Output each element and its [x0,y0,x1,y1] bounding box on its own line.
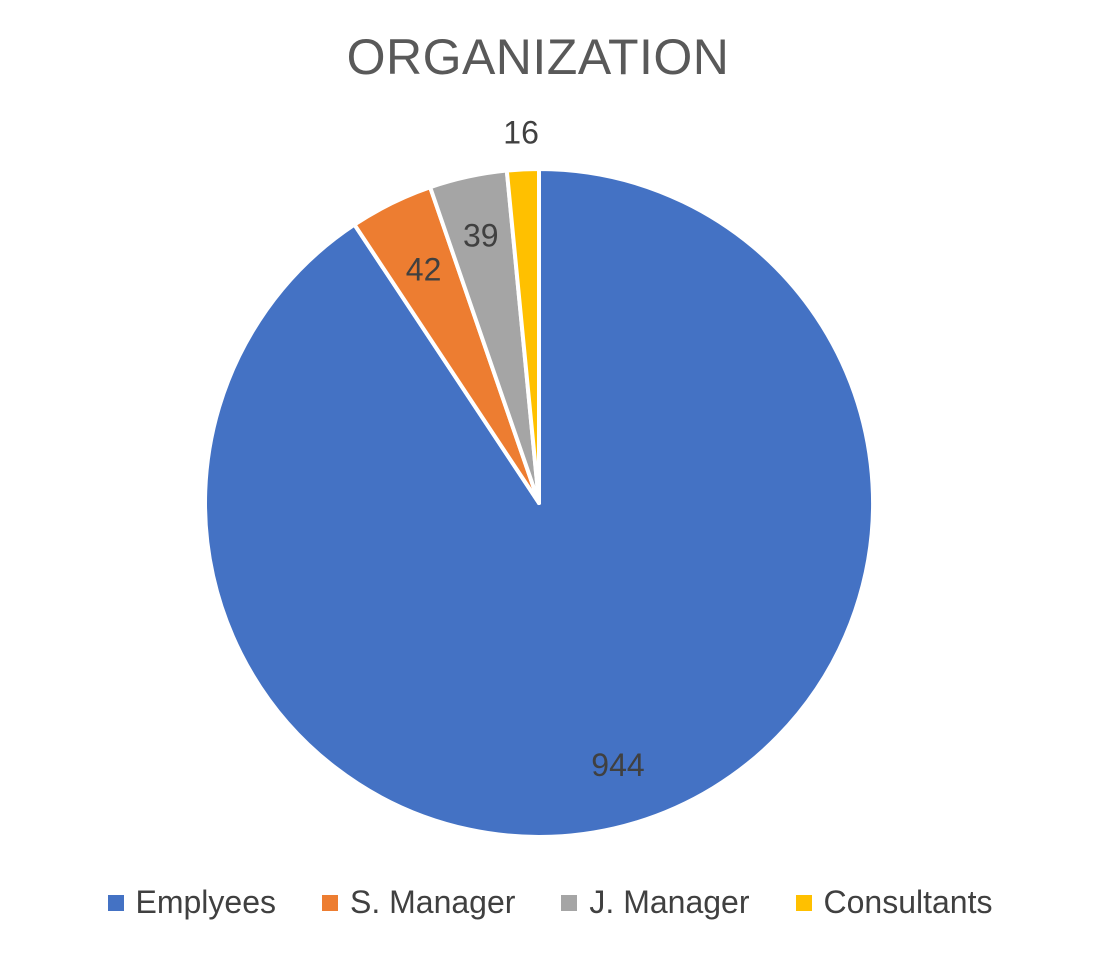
legend-item: Consultants [795,884,993,921]
legend-swatch [795,894,812,911]
legend-label: Emplyees [135,884,277,920]
data-label-j-manager: 39 [463,217,499,253]
legend-item: J. Manager [561,884,750,921]
legend-label: J. Manager [589,884,750,920]
legend-swatch [561,894,578,911]
legend-swatch [107,894,124,911]
legend-label: Consultants [823,884,993,920]
data-labels: 944 42 39 16 [406,115,645,784]
data-label-emplyees: 944 [591,747,644,783]
pie-slice-consultants [504,167,541,505]
data-label-s-manager: 42 [406,251,442,287]
legend-swatch [322,894,338,911]
chart-title: ORGANIZATION [346,29,730,85]
pie-slices [203,167,875,839]
legend-item: S. Manager [322,884,515,921]
legend-item: Emplyees [107,884,277,921]
legend-label: S. Manager [350,884,516,920]
data-label-consultants: 16 [503,115,539,151]
chart-legend: Emplyees S. Manager J. Manager Consultants [0,884,1100,921]
